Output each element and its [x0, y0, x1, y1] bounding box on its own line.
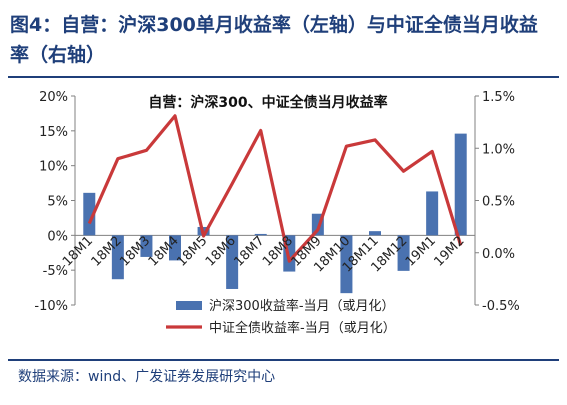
line-bond-index — [87, 114, 463, 263]
chart-title: 自营：沪深300、中证全债当月收益率 — [148, 94, 387, 111]
figure-title: 图4：自营：沪深300单月收益率（左轴）与中证全债当月收益率（右轴） — [10, 14, 538, 66]
x-tick-label: 19M2 — [431, 234, 467, 270]
bar-hs300 — [454, 133, 467, 236]
bar-hs300 — [397, 235, 410, 271]
y-tick-label-right: -0.5% — [482, 299, 520, 314]
y-tick-label-left: 0% — [47, 229, 68, 244]
source-note: 数据来源：wind、广发证券发展研究中心 — [18, 369, 276, 385]
y-tick-label-right: 1.5% — [482, 90, 515, 105]
y-tick-label-right: 0.0% — [482, 247, 515, 262]
bar-hs300 — [369, 231, 381, 236]
bar-hs300 — [111, 235, 124, 280]
bar-hs300 — [169, 235, 181, 261]
y-tick-label-left: 10% — [39, 160, 68, 175]
bar-hs300 — [254, 233, 267, 236]
y-tick-label-left: 15% — [39, 125, 68, 140]
bar-hs300 — [340, 235, 353, 294]
legend-label-line: 中证全债收益率-当月（或月化） — [209, 320, 396, 336]
bar-hs300 — [83, 192, 96, 236]
bar-hs300 — [226, 235, 239, 289]
legend-swatch-bar — [176, 301, 202, 310]
legend-label-bar: 沪深300收益率-当月（或月化） — [209, 298, 395, 314]
title-rule — [8, 76, 559, 78]
y-tick-label-left: -10% — [34, 299, 68, 314]
bar-hs300 — [140, 235, 153, 257]
bar-hs300 — [426, 191, 439, 236]
y-tick-label-left: 5% — [47, 195, 68, 210]
y-tick-label-left: 20% — [39, 90, 68, 105]
y-tick-label-left: -5% — [43, 264, 68, 279]
source-rule — [8, 359, 559, 361]
y-tick-label-right: 0.5% — [482, 195, 515, 210]
y-tick-label-right: 1.0% — [482, 142, 515, 157]
